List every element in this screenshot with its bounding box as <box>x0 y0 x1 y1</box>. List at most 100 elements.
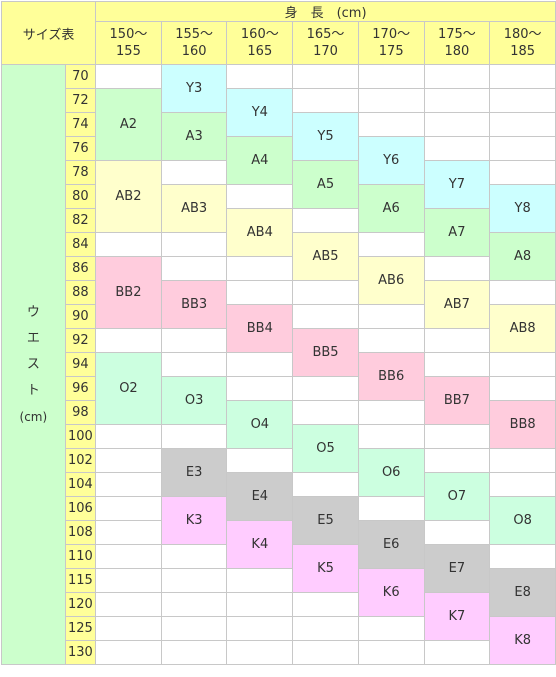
empty-cell <box>293 377 358 400</box>
size-cell: Y6 <box>358 137 424 184</box>
empty-cell <box>424 521 490 544</box>
waist-value: 106 <box>65 497 96 520</box>
height-title: 身 長 (cm) <box>96 2 555 21</box>
size-cell: AB7 <box>424 281 490 328</box>
height-range-from: 150〜 <box>109 27 148 42</box>
empty-cell <box>358 89 424 112</box>
size-cell: O2 <box>96 353 161 424</box>
height-range-header: 180〜 185 <box>490 22 555 64</box>
table-row: 88 BB3 AB7 <box>2 281 555 328</box>
empty-cell <box>96 473 161 496</box>
height-range-header: 150〜 155 <box>96 22 161 64</box>
size-cell: A4 <box>227 137 293 184</box>
empty-cell <box>161 233 227 256</box>
height-range-header: 155〜 160 <box>161 22 227 64</box>
waist-value: 76 <box>65 137 96 160</box>
waist-value: 74 <box>65 113 96 136</box>
empty-cell <box>490 89 555 112</box>
waist-value: 115 <box>65 569 96 592</box>
waist-value: 92 <box>65 329 96 352</box>
waist-label: ウエスト (cm) <box>2 65 65 664</box>
table-row: 108 K4 E6 <box>2 521 555 568</box>
waist-value: 72 <box>65 89 96 112</box>
waist-value: 110 <box>65 545 96 568</box>
corner-label: サイズ表 <box>2 2 96 64</box>
empty-cell <box>490 377 555 400</box>
height-range-to: 155 <box>116 44 141 59</box>
empty-cell <box>293 305 358 328</box>
size-cell: K7 <box>424 593 490 640</box>
size-cell: Y4 <box>227 89 293 136</box>
empty-cell <box>358 641 424 664</box>
size-cell: A3 <box>161 113 227 160</box>
table-row: 86 BB2 AB6 <box>2 257 555 328</box>
waist-value: 88 <box>65 281 96 304</box>
empty-cell <box>161 641 227 664</box>
empty-cell <box>490 281 555 304</box>
size-cell: AB8 <box>490 305 555 352</box>
table-row: 84 AB5 A8 <box>2 233 555 280</box>
empty-cell <box>293 209 358 232</box>
size-cell: BB8 <box>490 401 555 448</box>
size-cell: BB2 <box>96 257 161 328</box>
size-cell: K8 <box>490 617 555 664</box>
waist-value: 130 <box>65 641 96 664</box>
empty-cell <box>161 353 227 376</box>
size-cell: AB5 <box>293 233 358 280</box>
height-range-header: 165〜 170 <box>293 22 358 64</box>
table-row: 98 O4 BB8 <box>2 401 555 448</box>
height-range-from: 180〜 <box>503 27 542 42</box>
empty-cell <box>490 113 555 136</box>
height-range-to: 170 <box>313 44 338 59</box>
table-row: 106 K3 E5 O8 <box>2 497 555 544</box>
empty-cell <box>490 353 555 376</box>
empty-cell <box>358 617 424 640</box>
empty-cell <box>490 65 555 88</box>
empty-cell <box>358 305 424 328</box>
waist-value: 108 <box>65 521 96 544</box>
empty-cell <box>227 281 293 304</box>
size-cell: O4 <box>227 401 293 448</box>
table-row: 96 O3 BB7 <box>2 377 555 424</box>
size-chart-table: サイズ表 身 長 (cm) 150〜 155 155〜 160 160〜 165 165〜 1… <box>1 1 556 665</box>
size-cell: Y8 <box>490 185 555 232</box>
empty-cell <box>424 65 490 88</box>
empty-cell <box>96 617 161 640</box>
height-range-to: 180 <box>444 44 470 59</box>
size-cell: E4 <box>227 473 293 520</box>
empty-cell <box>96 425 161 448</box>
empty-cell <box>96 569 161 592</box>
size-cell: A6 <box>358 185 424 232</box>
height-range-from: 175〜 <box>437 27 476 42</box>
empty-cell <box>424 257 490 280</box>
size-cell: AB4 <box>227 209 293 256</box>
size-cell: A2 <box>96 89 161 160</box>
size-cell: E5 <box>293 497 358 544</box>
empty-cell <box>358 425 424 448</box>
size-cell: BB5 <box>293 329 358 376</box>
empty-cell <box>424 113 490 136</box>
waist-label-char: エ <box>26 330 40 346</box>
table-row: 102 E3 O6 <box>2 449 555 496</box>
size-cell: O6 <box>358 449 424 496</box>
table-row: 125 K8 <box>2 617 555 664</box>
empty-cell <box>227 257 293 280</box>
empty-cell <box>424 449 490 472</box>
size-cell: K4 <box>227 521 293 568</box>
empty-cell <box>161 329 227 352</box>
empty-cell <box>293 401 358 424</box>
table-row: 80 AB3 A6 Y8 <box>2 185 555 232</box>
waist-unit: (cm) <box>19 409 48 424</box>
empty-cell <box>96 233 161 256</box>
empty-cell <box>227 449 293 472</box>
height-range-from: 165〜 <box>306 27 345 42</box>
empty-cell <box>161 617 227 640</box>
waist-label-char: ト <box>26 382 40 398</box>
empty-cell <box>293 65 358 88</box>
empty-cell <box>424 329 490 352</box>
height-range-to: 165 <box>247 44 273 59</box>
waist-value: 120 <box>65 593 96 616</box>
height-range-to: 160 <box>181 44 207 59</box>
empty-cell <box>358 65 424 88</box>
waist-value: 86 <box>65 257 96 280</box>
